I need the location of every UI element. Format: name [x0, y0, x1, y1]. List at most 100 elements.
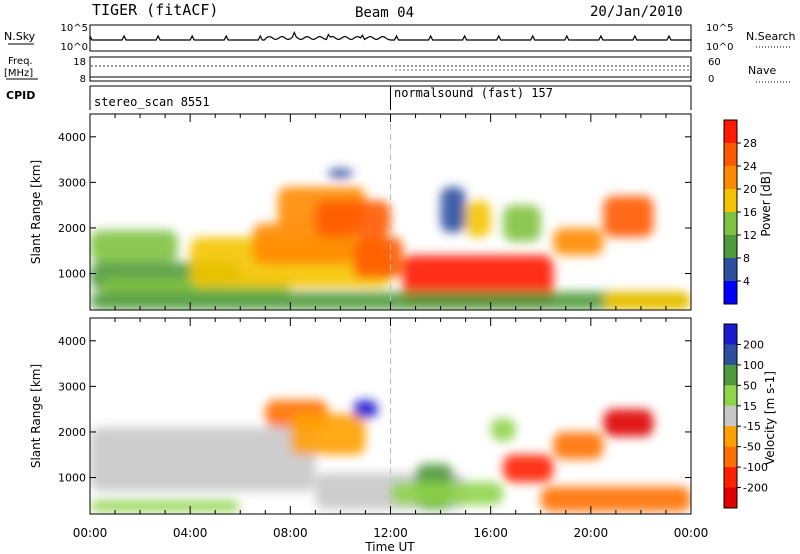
freq-dot: [407, 65, 409, 67]
freq-dot: [583, 65, 585, 67]
freq-dot: [627, 65, 629, 67]
freq-dot: [443, 65, 445, 67]
date-title: 20/Jan/2010: [590, 4, 683, 20]
heatmap-blob-9: [503, 205, 541, 242]
colorbar-tick-label: 15: [743, 400, 757, 413]
nave-dot: [511, 69, 513, 71]
freq-dot: [135, 65, 137, 67]
freq-dot: [535, 65, 537, 67]
freq-dot: [99, 65, 101, 67]
freq-dot: [515, 65, 517, 67]
nave-dot: [495, 69, 497, 71]
freq-dot: [171, 65, 173, 67]
nave-dot: [639, 69, 641, 71]
velocity-ylabel: Slant Range [km]: [29, 364, 43, 468]
freq-dot: [335, 65, 337, 67]
colorbar-swatch: [724, 258, 737, 282]
heatmap-blob-7: [503, 454, 554, 483]
freq-dot: [155, 65, 157, 67]
freq-dot: [427, 65, 429, 67]
nave-dot: [643, 69, 645, 71]
freq-dot: [559, 65, 561, 67]
nave-dot: [571, 69, 573, 71]
freq-dot: [211, 65, 213, 67]
time-tick-label: 12:00: [373, 526, 408, 540]
heatmap-blob-4: [290, 413, 366, 455]
blob-layer: [90, 168, 691, 310]
nave-dot: [451, 69, 453, 71]
freq-dot: [367, 65, 369, 67]
freq-dot: [647, 65, 649, 67]
freq-dot: [327, 65, 329, 67]
freq-dot: [615, 65, 617, 67]
colorbar-swatch: [724, 189, 737, 213]
nave-dot: [615, 69, 617, 71]
freq-dot: [259, 65, 261, 67]
freq-dot: [479, 65, 481, 67]
power-heatmap: [90, 168, 691, 310]
beam-title: Beam 04: [355, 5, 414, 21]
freq-dot: [463, 65, 465, 67]
freq-dot: [303, 65, 305, 67]
freq-dot: [395, 65, 397, 67]
nave-dot: [427, 69, 429, 71]
freq-dot: [227, 65, 229, 67]
power-panel: 1000 2000 3000 4000 Slant Range [km] 4 8 12 16…: [29, 113, 773, 311]
colorbar-tick-label: 100: [743, 359, 764, 372]
nave-dot: [651, 69, 653, 71]
freq-dot: [323, 65, 325, 67]
nave-dot: [583, 69, 585, 71]
freq-dot: [527, 65, 529, 67]
freq-dot: [107, 65, 109, 67]
freq-dot: [663, 65, 665, 67]
freq-dot: [611, 65, 613, 67]
colorbar-swatch: [724, 235, 737, 259]
freq-dot: [123, 65, 125, 67]
time-tick-label: 08:00: [273, 526, 308, 540]
freq-dot: [671, 65, 673, 67]
freq-dot: [447, 65, 449, 67]
freq-tick-bottom: 8: [80, 74, 86, 85]
nsearch-tick-top: 10^5: [706, 23, 733, 34]
colorbar-tick-label: -200: [743, 482, 768, 495]
freq-dot: [495, 65, 497, 67]
freq-dot: [399, 65, 401, 67]
colorbar-swatch: [724, 143, 737, 167]
nave-dot: [403, 69, 405, 71]
colorbar-tick-label: -15: [743, 420, 761, 433]
nave-label: Nave: [748, 64, 776, 77]
freq-dot: [403, 65, 405, 67]
freq-dot: [683, 65, 685, 67]
velocity-colorbar-label: Velocity [m s-1]: [763, 371, 777, 465]
velocity-panel: 1000 2000 3000 4000 Slant Range [km] 200 100…: [29, 317, 777, 554]
freq-dot: [635, 65, 637, 67]
time-axis-labels: 00:00 04:00 08:00 12:00 16:00 20:00 00:00: [73, 526, 709, 540]
freq-dot: [639, 65, 641, 67]
freq-dot: [319, 65, 321, 67]
freq-dot: [603, 65, 605, 67]
colorbar-tick-label: -50: [743, 441, 761, 454]
freq-dot: [623, 65, 625, 67]
nave-dot: [675, 69, 677, 71]
freq-dot: [191, 65, 193, 67]
heatmap-blob-10: [540, 486, 691, 512]
freq-dot: [563, 65, 565, 67]
freq-dot: [679, 65, 681, 67]
freq-dot: [131, 65, 133, 67]
freq-dot: [235, 65, 237, 67]
colorbar-tick-label: 12: [743, 229, 757, 242]
nave-dot: [443, 69, 445, 71]
heatmap-blob-7: [352, 237, 404, 279]
nave-dot: [607, 69, 609, 71]
nave-dot: [559, 69, 561, 71]
nave-dot: [579, 69, 581, 71]
freq-dot: [283, 65, 285, 67]
time-tick-label: 04:00: [173, 526, 208, 540]
nave-dot: [455, 69, 457, 71]
freq-dot: [375, 65, 377, 67]
cpid-mode-2: normalsound (fast) 157: [394, 86, 553, 100]
freq-dot: [115, 65, 117, 67]
nsky-tick-bottom: 10^0: [61, 42, 88, 53]
freq-dot: [343, 65, 345, 67]
freq-dot: [643, 65, 645, 67]
